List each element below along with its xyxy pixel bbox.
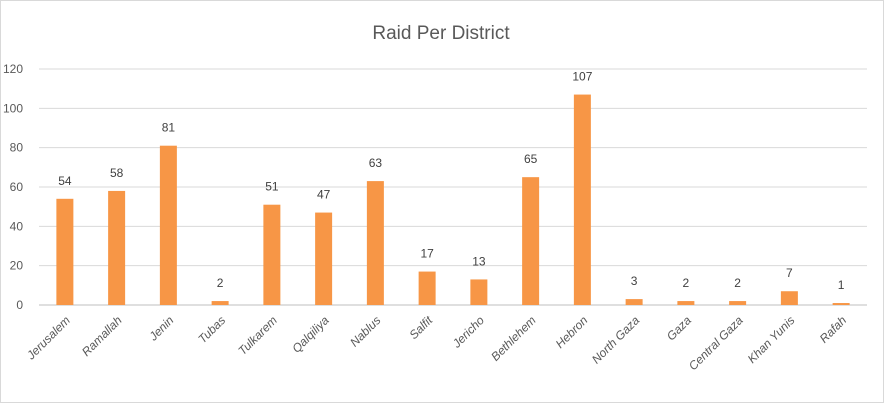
y-tick-label: 100 xyxy=(3,101,23,115)
bar xyxy=(108,190,126,305)
data-label: 65 xyxy=(524,152,538,166)
y-tick-label: 60 xyxy=(10,180,24,194)
data-label: 3 xyxy=(631,274,638,288)
x-tick-label: Tulkarem xyxy=(235,313,280,358)
bar xyxy=(211,301,229,305)
data-label: 63 xyxy=(369,156,383,170)
x-tick-label: Jenin xyxy=(146,313,177,344)
bar xyxy=(780,291,798,305)
bar xyxy=(522,177,540,305)
data-label: 13 xyxy=(472,254,486,268)
x-tick-label: Tubas xyxy=(195,313,228,346)
data-label: 107 xyxy=(572,70,592,84)
gridlines xyxy=(39,68,867,306)
x-tick-label: Bethlehem xyxy=(488,313,538,363)
data-label: 58 xyxy=(110,166,124,180)
x-tick-label: Jericho xyxy=(449,313,487,351)
data-label: 2 xyxy=(734,276,741,290)
bar xyxy=(56,198,74,305)
bar xyxy=(159,145,177,305)
y-tick-label: 20 xyxy=(10,259,24,273)
x-tick-label: North Gaza xyxy=(589,313,643,367)
bars xyxy=(56,94,850,305)
bar xyxy=(729,301,747,305)
bar xyxy=(573,94,591,305)
data-label: 2 xyxy=(683,276,690,290)
x-tick-label: Rafah xyxy=(817,313,850,346)
x-tick-label: Central Gaza xyxy=(686,313,746,373)
data-label: 54 xyxy=(58,174,72,188)
y-tick-label: 0 xyxy=(16,298,23,312)
x-tick-label: Nablus xyxy=(347,313,383,349)
bar xyxy=(677,301,695,305)
bar xyxy=(315,212,333,305)
bar xyxy=(625,299,643,305)
data-labels: 54 58 81 2 51 47 63 17 13 65 107 3 2 2 7 1 xyxy=(58,70,845,292)
x-tick-label: Hebron xyxy=(553,313,591,351)
y-axis-ticks: 0 20 40 60 80 100 120 xyxy=(3,62,23,312)
x-tick-label: Ramallah xyxy=(79,313,125,359)
x-tick-label: Khan Yunis xyxy=(745,313,798,366)
x-tick-label: Qalqiliya xyxy=(289,313,332,356)
data-label: 7 xyxy=(786,266,793,280)
data-label: 47 xyxy=(317,188,331,202)
bar xyxy=(366,181,384,305)
data-label: 1 xyxy=(838,278,845,292)
y-tick-label: 80 xyxy=(10,141,24,155)
data-label: 2 xyxy=(217,276,224,290)
x-tick-label: Salfit xyxy=(406,313,435,342)
bar xyxy=(470,279,488,305)
chart-title: Raid Per District xyxy=(372,23,510,44)
x-tick-label: Jerusalem xyxy=(23,313,73,363)
y-tick-label: 120 xyxy=(3,62,23,76)
y-tick-label: 40 xyxy=(10,219,24,233)
x-axis-ticks: Jerusalem Ramallah Jenin Tubas Tulkarem Qalqi… xyxy=(23,313,849,373)
bar xyxy=(832,303,850,305)
bar xyxy=(418,271,436,305)
data-label: 17 xyxy=(420,247,434,261)
data-label: 51 xyxy=(265,180,279,194)
data-label: 81 xyxy=(162,121,176,135)
bar xyxy=(263,204,281,305)
x-tick-label: Gaza xyxy=(664,313,694,343)
